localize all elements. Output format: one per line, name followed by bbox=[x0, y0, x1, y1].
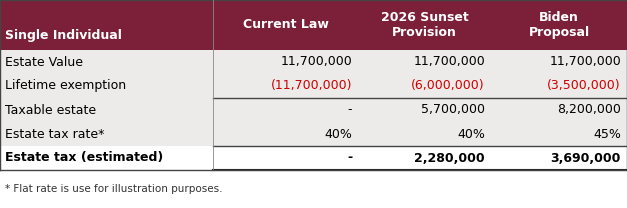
Text: 40%: 40% bbox=[324, 128, 352, 140]
Text: 40%: 40% bbox=[457, 128, 485, 140]
Bar bbox=[358, 98, 491, 122]
Bar bbox=[491, 146, 627, 170]
Text: (6,000,000): (6,000,000) bbox=[411, 79, 485, 93]
Text: Single Individual: Single Individual bbox=[5, 29, 122, 42]
Bar bbox=[358, 122, 491, 146]
Bar bbox=[213, 122, 358, 146]
Text: Biden
Proposal: Biden Proposal bbox=[529, 11, 589, 39]
Bar bbox=[358, 74, 491, 98]
Text: 8,200,000: 8,200,000 bbox=[557, 104, 621, 116]
Text: 11,700,000: 11,700,000 bbox=[280, 56, 352, 68]
Bar bbox=[491, 74, 627, 98]
Bar bbox=[491, 122, 627, 146]
Bar bbox=[213, 0, 358, 50]
Text: 11,700,000: 11,700,000 bbox=[413, 56, 485, 68]
Text: 3,690,000: 3,690,000 bbox=[551, 151, 621, 165]
Text: -: - bbox=[347, 104, 352, 116]
Bar bbox=[213, 98, 358, 122]
Bar bbox=[0, 0, 213, 50]
Text: Estate tax rate*: Estate tax rate* bbox=[5, 128, 104, 140]
Text: * Flat rate is use for illustration purposes.: * Flat rate is use for illustration purp… bbox=[5, 184, 223, 194]
Text: Lifetime exemption: Lifetime exemption bbox=[5, 79, 126, 93]
Bar bbox=[0, 50, 213, 74]
Bar bbox=[491, 0, 627, 50]
Bar bbox=[491, 98, 627, 122]
Text: 2026 Sunset
Provision: 2026 Sunset Provision bbox=[381, 11, 468, 39]
Bar bbox=[358, 50, 491, 74]
Bar bbox=[0, 74, 213, 98]
Text: 5,700,000: 5,700,000 bbox=[421, 104, 485, 116]
Bar bbox=[0, 146, 213, 170]
Text: -: - bbox=[347, 151, 352, 165]
Text: Current Law: Current Law bbox=[243, 19, 329, 31]
Text: Estate Value: Estate Value bbox=[5, 56, 83, 68]
Text: (11,700,000): (11,700,000) bbox=[270, 79, 352, 93]
Bar bbox=[358, 146, 491, 170]
Text: Estate tax (estimated): Estate tax (estimated) bbox=[5, 151, 163, 165]
Text: (3,500,000): (3,500,000) bbox=[547, 79, 621, 93]
Text: Taxable estate: Taxable estate bbox=[5, 104, 96, 116]
Bar bbox=[213, 50, 358, 74]
Bar bbox=[0, 122, 213, 146]
Bar bbox=[0, 98, 213, 122]
Bar bbox=[213, 74, 358, 98]
Bar bbox=[358, 0, 491, 50]
Text: 11,700,000: 11,700,000 bbox=[549, 56, 621, 68]
Text: 45%: 45% bbox=[593, 128, 621, 140]
Bar bbox=[213, 146, 358, 170]
Text: 2,280,000: 2,280,000 bbox=[414, 151, 485, 165]
Bar bbox=[491, 50, 627, 74]
